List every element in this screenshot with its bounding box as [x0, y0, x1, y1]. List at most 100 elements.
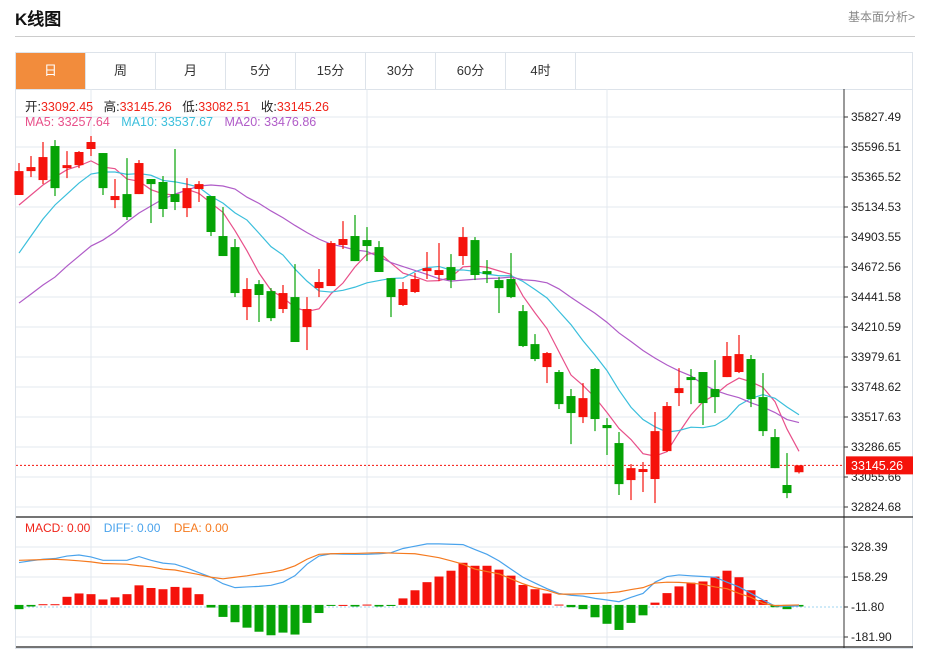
macd-bar	[362, 604, 372, 606]
candle-body	[302, 309, 312, 328]
macd-bar	[758, 599, 768, 605]
candle	[110, 179, 120, 209]
macd-bar	[338, 604, 348, 606]
grid-lines	[16, 89, 844, 648]
candle-body	[98, 153, 108, 189]
ma20-legend: MA20: 33476.86	[224, 115, 317, 129]
candle	[554, 370, 564, 410]
macd-bar	[590, 604, 600, 618]
candle-body	[314, 282, 324, 289]
macd-legend: MACD: 0.00	[25, 521, 91, 535]
candle-body	[422, 268, 432, 272]
low-label: 低:	[182, 100, 199, 114]
tab-day[interactable]: 日	[16, 53, 86, 89]
candle-body	[374, 247, 384, 273]
page-title: K线图	[15, 10, 62, 29]
fundamental-analysis-link[interactable]: 基本面分析>	[847, 10, 915, 24]
candle-body	[758, 397, 768, 432]
tab-month[interactable]: 月	[156, 53, 226, 89]
tab-5min[interactable]: 5分	[226, 53, 296, 89]
price-tick-label: 35827.49	[851, 110, 901, 124]
candle	[206, 196, 216, 237]
candle	[782, 453, 792, 499]
candle	[86, 136, 96, 157]
candle	[98, 153, 108, 195]
macd-bar	[542, 593, 552, 605]
macd-bar	[554, 604, 564, 606]
macd-bar	[470, 565, 480, 605]
tab-15min[interactable]: 15分	[296, 53, 366, 89]
candle	[62, 151, 72, 179]
tab-4hour[interactable]: 4时	[506, 53, 576, 89]
macd-bar	[266, 604, 276, 636]
macd-bar	[134, 585, 144, 605]
candle	[758, 373, 768, 437]
price-tick-label: 33517.63	[851, 410, 901, 424]
tab-week[interactable]: 周	[86, 53, 156, 89]
macd-bar	[698, 581, 708, 605]
candle-body	[710, 389, 720, 398]
macd-bar	[434, 576, 444, 605]
tab-60min[interactable]: 60分	[436, 53, 506, 89]
candle	[530, 334, 540, 362]
candle	[266, 288, 276, 322]
price-tick-label: 33748.62	[851, 380, 901, 394]
candle-body	[38, 157, 48, 181]
candle-body	[194, 184, 204, 190]
candle-body	[338, 239, 348, 245]
price-tick-label: 35596.51	[851, 140, 901, 154]
candle-body	[746, 359, 756, 400]
candle	[26, 156, 36, 178]
candle-body	[614, 443, 624, 485]
candle	[746, 355, 756, 408]
macd-bar	[110, 597, 120, 605]
candle	[302, 297, 312, 351]
candle	[794, 465, 804, 474]
candle-body	[662, 406, 672, 452]
candle	[338, 221, 348, 250]
macd-bar	[242, 604, 252, 628]
macd-bar	[482, 565, 492, 605]
macd-bar	[446, 570, 456, 605]
candle	[470, 237, 480, 281]
macd-bar	[26, 604, 36, 607]
candle-body	[722, 356, 732, 378]
candle	[518, 304, 528, 348]
candle-body	[518, 311, 528, 347]
candle-body	[386, 278, 396, 298]
candle	[638, 462, 648, 493]
macd-bar	[170, 586, 180, 605]
macd-bar	[326, 604, 336, 606]
open-value: 33092.45	[40, 100, 94, 114]
candle-body	[290, 297, 300, 343]
macd-bar	[494, 569, 504, 605]
candle	[578, 383, 588, 424]
last-price-tag	[846, 456, 913, 475]
candle-body	[782, 485, 792, 494]
candle	[134, 160, 144, 195]
candle	[662, 402, 672, 453]
candle	[650, 412, 660, 504]
macd-bar	[290, 604, 300, 635]
ma10-legend: MA10: 33537.67	[121, 115, 214, 129]
candle-body	[398, 289, 408, 305]
macd-bar	[398, 598, 408, 605]
macd-bar	[458, 562, 468, 605]
price-axis: 35827.49 35596.51 35365.52 35134.53 34903.55…	[16, 89, 913, 648]
candle	[626, 464, 636, 501]
candle-body	[230, 247, 240, 294]
macd-bar	[218, 604, 228, 617]
macd-bar	[158, 589, 168, 605]
diff-line	[18, 543, 800, 607]
tab-30min[interactable]: 30分	[366, 53, 436, 89]
candle	[14, 163, 24, 195]
candle-body	[254, 284, 264, 295]
macd-bar	[674, 586, 684, 605]
candle	[698, 372, 708, 426]
candle-body	[638, 469, 648, 473]
macd-bar	[638, 604, 648, 616]
candle-body	[578, 398, 588, 418]
candle	[218, 207, 228, 257]
candle-body	[602, 425, 612, 429]
